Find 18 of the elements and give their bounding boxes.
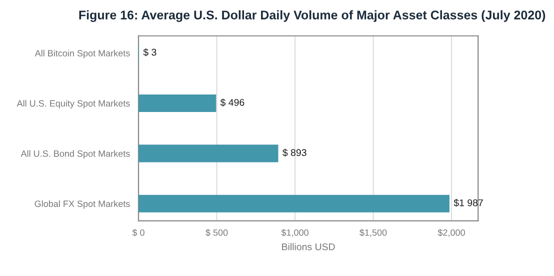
bar (138, 94, 216, 112)
data-label: $ 496 (220, 98, 244, 106)
x-tick-label: $2,000 (438, 228, 465, 237)
data-label: $1 987 (454, 198, 483, 207)
y-tick-label: All U.S. Equity Spot Markets (16, 100, 130, 108)
y-tick-label: All U.S. Bond Spot Markets (20, 150, 130, 159)
data-label: $ 3 (143, 48, 156, 56)
y-tick-label: All Bitcoin Spot Markets (34, 50, 130, 58)
x-tick-label: $ 0 (132, 228, 144, 236)
x-tick-label: $1,500 (360, 228, 387, 237)
y-tick-label: Global FX Spot Markets (34, 200, 130, 209)
bar (138, 194, 450, 212)
x-tick-label: $1,000 (281, 228, 308, 237)
x-tick-label: $ 500 (206, 228, 228, 236)
data-label: $ 893 (282, 148, 306, 157)
bar (138, 144, 278, 162)
x-axis-title: Billions USD (282, 243, 335, 250)
chart-title: Figure 16: Average U.S. Dollar Daily Volume of Major Asset Classes (July 2020) (79, 10, 546, 22)
